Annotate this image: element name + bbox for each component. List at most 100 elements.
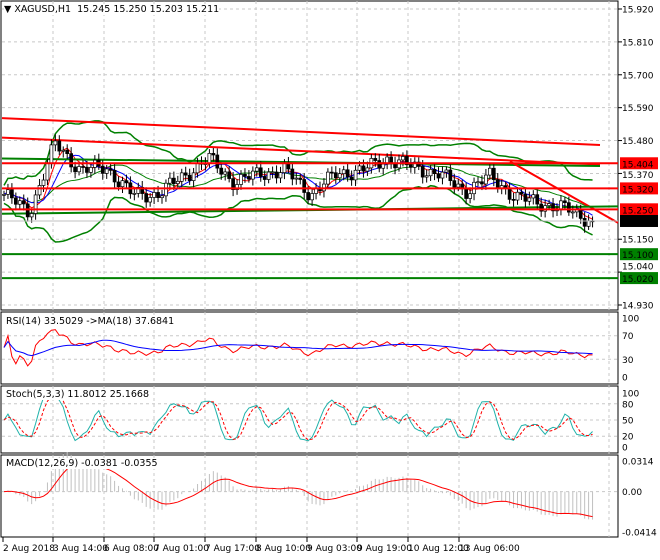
x-tick-label: 8 Aug 10:00 [256,544,311,554]
pane-frame-0 [0,0,619,311]
trend-line-descending [509,160,619,224]
price-tick-label: 15.480 [622,137,654,147]
level-badge-label: 15.020 [622,275,654,285]
candle-body [65,149,70,154]
candle-body [77,166,81,173]
candle-body [21,200,26,205]
open-value: 15.245 [77,4,111,15]
candle-body [144,193,149,203]
macd-label: MACD(12,26,9) -0.0381 -0.0355 [6,458,158,469]
x-tick-label: 7 Aug 17:00 [205,544,260,554]
stoch-tick-label: 100 [622,390,639,400]
candle-body [326,171,330,185]
dropdown-triangle-icon[interactable]: ▼ [4,4,12,15]
candle-body [527,197,532,202]
candle-body [136,186,141,194]
candle-body [361,165,366,172]
candle-body [207,153,212,164]
candle-body [484,174,488,185]
candle-body [302,179,307,193]
candle-body [211,153,216,156]
candle-body [29,213,34,218]
candle-body [270,171,275,174]
candle-body [37,185,42,196]
macd-tick-label: 0.00 [622,488,642,498]
candle-body [116,181,121,188]
candle-body [409,164,413,168]
candle-body [551,203,555,212]
candle-body [262,176,267,180]
level-badge [620,157,658,170]
candle-body [535,194,540,205]
price-tick-label: 15.920 [622,6,654,16]
candle-body [373,158,378,161]
stoch-tick-label: 20 [622,433,634,443]
rsi-tick-label: 30 [622,356,634,366]
candle-body [456,183,461,188]
level-badge-label: 15.250 [622,206,654,216]
candle-body [148,197,152,203]
rsi-ma-line [3,339,593,357]
x-tick-label: 6 Aug 08:00 [104,544,159,554]
candle-body [310,193,314,201]
candle-body [480,181,484,185]
candle-body [61,149,66,152]
candle-body [345,169,350,178]
stoch-signal-line [3,395,593,441]
trend-line-middle [1,136,601,166]
candle-body [448,169,453,182]
candle-body [333,172,338,179]
symbol: XAGUSD,H1 [14,4,72,15]
candle-body [6,189,10,195]
trend-line-green [1,157,601,167]
candle-body [168,177,172,184]
candle-body [251,170,255,180]
level-badge [620,248,658,261]
candle-body [152,192,156,198]
candle-body [33,194,38,214]
candle-body [507,188,512,200]
rsi-tick-label: 0 [622,374,628,384]
macd-tick-label: 0.0314 [622,458,654,468]
candle-body [428,168,433,177]
candle-body [337,173,342,179]
candle-body [353,169,358,181]
candle-body [140,186,145,194]
candle-body [566,202,571,213]
candle-body [401,156,405,161]
x-tick-label: 9 Aug 19:00 [357,544,412,554]
candle-body [282,162,287,173]
candle-body [468,193,472,199]
candle-body [49,144,54,164]
candle-body [523,193,528,202]
candle-body [495,179,500,189]
level-badge-label: 15.100 [622,251,654,261]
x-tick-label: 2 Aug 2018 [3,544,55,554]
level-badge [620,182,658,195]
candle-body [73,166,77,173]
candle-body [254,167,259,172]
candle-body [89,167,93,173]
candle-body [424,175,429,178]
candle-body [570,211,575,214]
candle-body [412,161,417,168]
candle-body [488,167,492,176]
candle-body [17,200,22,205]
price-tick-label: 15.040 [622,263,654,273]
candle-body [547,203,551,206]
last-price-label: 15.211 [622,218,654,228]
candle-body [45,162,50,181]
candle-body [294,177,299,180]
candle-body [112,170,117,183]
candle-body [476,181,480,184]
candle-body [215,154,220,169]
candle-body [440,171,445,179]
candle-body [2,194,6,196]
candle-body [365,167,370,172]
candle-body [124,180,129,184]
candle-body [100,165,105,174]
candle-body [298,177,303,180]
stoch-label: Stoch(5,3,3) 11.8012 25.1668 [6,389,150,400]
